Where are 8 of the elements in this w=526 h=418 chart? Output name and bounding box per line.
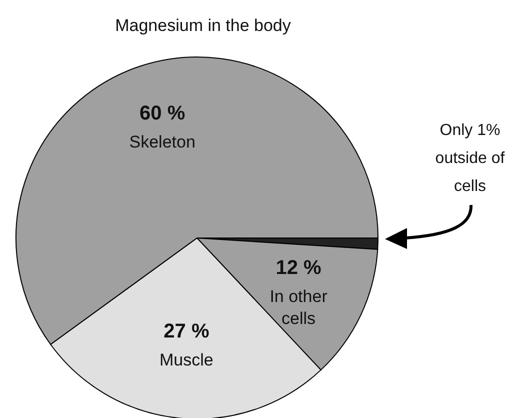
slice-label: In other cells bbox=[270, 286, 328, 328]
data-label: 60 % bbox=[140, 102, 186, 124]
slice-label: Muscle bbox=[160, 350, 214, 370]
slice-label: Skeleton bbox=[129, 132, 196, 152]
data-label: 27 % bbox=[164, 320, 210, 343]
text: Only 1% outside of cells bbox=[435, 122, 506, 195]
data-label: 12 % bbox=[276, 256, 322, 279]
chart-title: Magnesium in the body bbox=[115, 16, 292, 35]
